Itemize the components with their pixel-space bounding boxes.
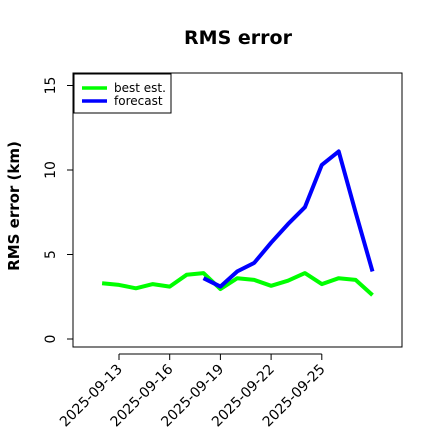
legend-label-forecast: forecast bbox=[114, 94, 163, 108]
series-line-forecast bbox=[202, 149, 375, 289]
legend-label-best-est: best est. bbox=[114, 81, 166, 95]
x-axis: 2025-09-132025-09-162025-09-192025-09-22… bbox=[57, 353, 329, 430]
legend: best est. forecast bbox=[73, 73, 172, 114]
y-axis: 0 5 10 15 bbox=[43, 77, 73, 344]
series-layer bbox=[101, 149, 375, 297]
legend-box bbox=[73, 73, 172, 114]
chart-title: RMS error bbox=[184, 27, 293, 49]
y-tick-label: 10 bbox=[43, 161, 59, 179]
series-line-best-est bbox=[101, 271, 374, 297]
plot-frame bbox=[72, 72, 403, 348]
y-axis-label: RMS error (km) bbox=[5, 141, 23, 271]
y-tick-label: 5 bbox=[43, 250, 59, 259]
y-tick-label: 15 bbox=[43, 77, 59, 95]
y-tick-label: 0 bbox=[43, 335, 59, 344]
